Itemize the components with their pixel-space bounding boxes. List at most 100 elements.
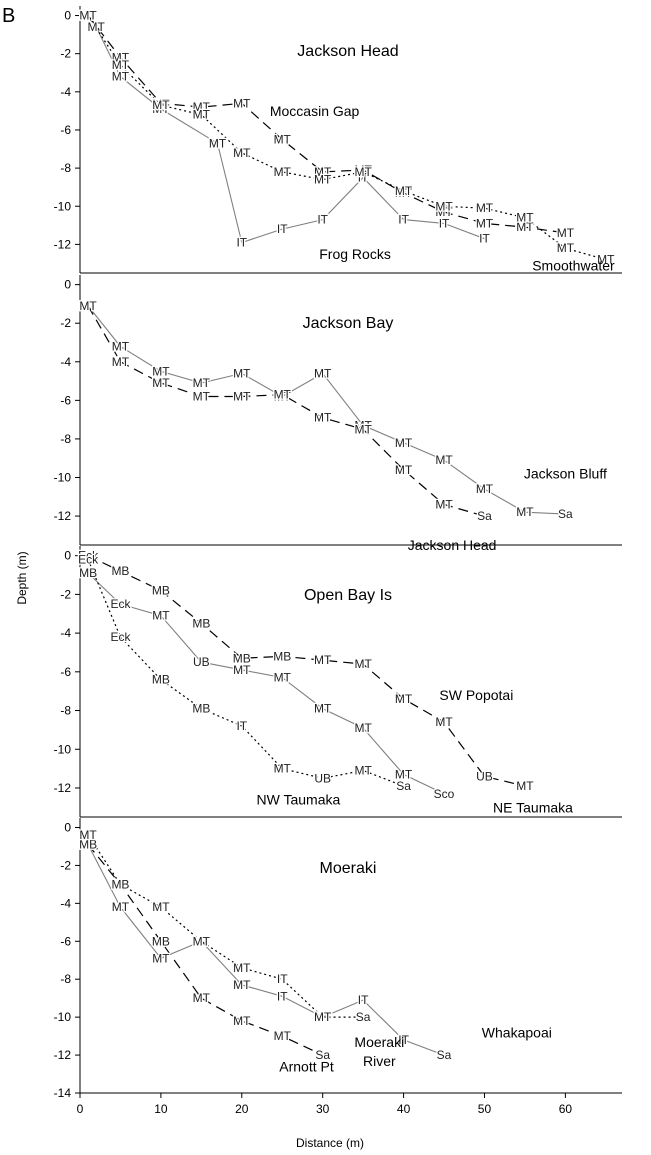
point-label: IT [236,235,247,249]
point-label: MT [395,767,413,781]
point-label: MT [435,498,453,512]
site-label: Frog Rocks [319,246,391,262]
point-label: IT [439,216,450,230]
point-label: IT [277,972,288,986]
point-label: MT [314,1010,332,1024]
point-label: MT [233,978,251,992]
point-label: MT [79,9,97,23]
point-label: MT [557,241,575,255]
point-label: IT [398,213,409,227]
series-line-dashed [87,15,566,234]
point-label: Eck [110,630,131,644]
series-line-dotted [87,834,364,1018]
point-label: MB [192,702,210,716]
y-tick-label: -8 [60,432,71,446]
site-label: Moeraki [354,1034,404,1050]
point-label: MT [79,9,97,23]
point-label: MT [395,436,413,450]
point-label: MT [112,70,130,84]
site-label: Whakapoai [482,1024,552,1040]
site-label: NE Taumaka [493,799,573,815]
point-label: MT [274,390,292,404]
site-label: Smoothwater [532,257,615,273]
point-label: MT [79,9,97,23]
y-tick-label: -10 [54,471,72,485]
y-tick-label: -4 [60,626,71,640]
point-label: Sa [437,1048,452,1062]
point-label: MT [516,211,534,225]
point-label: MT [88,20,106,34]
point-label: MT [274,762,292,776]
x-tick-label: 60 [559,1102,573,1116]
point-label: UB [193,655,210,669]
point-label: Sa [477,509,492,523]
point-label: MT [314,702,332,716]
panel-title: Moeraki [320,860,377,877]
series-line-solid [87,15,485,244]
y-tick-label: -2 [60,47,71,61]
point-label: MT [79,299,97,313]
point-label: MT [354,764,372,778]
x-axis-title: Distance (m) [296,1136,364,1150]
point-label: MT [152,951,170,965]
point-label: MT [476,201,494,215]
site-label: Jackson Bluff [524,466,607,482]
point-label: MT [314,1010,332,1024]
point-label: MT [152,364,170,378]
y-tick-label: 0 [64,549,71,563]
series-line-dashed [87,555,526,787]
point-label: MT [112,339,130,353]
panel-title: Jackson Head [297,43,398,60]
point-label: Sa [356,1010,371,1024]
series-line-solid [87,844,445,1056]
point-label: MT [152,102,170,116]
point-label: MT [354,163,372,177]
y-tick-label: -6 [60,123,71,137]
point-label: IT [358,171,369,185]
y-tick-label: -2 [60,858,71,872]
point-label: Eck [78,553,99,567]
point-label: Sa [558,507,573,521]
y-axis-title: Depth (m) [15,551,29,604]
point-label: MT [516,505,534,519]
panel-title: Open Bay Is [304,587,392,604]
series-line-solid [87,572,445,795]
point-label: MT [435,199,453,213]
point-label: MT [597,253,615,267]
point-label: MT [193,108,211,122]
site-label: River [363,1053,396,1069]
y-tick-label: -10 [54,742,72,756]
point-label: IT [479,232,490,246]
y-tick-label: -2 [60,587,71,601]
point-label: MT [112,58,130,72]
y-tick-label: -12 [54,1048,72,1062]
y-tick-label: 0 [64,820,71,834]
point-label: MB [111,877,129,891]
point-label: MT [152,96,170,110]
point-label: MT [233,390,251,404]
point-label: MB [192,616,210,630]
point-label: MT [354,721,372,735]
point-label: IT [277,222,288,236]
point-label: IT [236,719,247,733]
point-label: MT [274,671,292,685]
y-tick-label: -10 [54,199,72,213]
point-label: MB [152,584,170,598]
point-label: MT [516,779,534,793]
panel-title: Jackson Bay [303,315,394,332]
point-label: MT [274,1029,292,1043]
panel-4: 0 -2 -4 -6 -8 -10 -12 -14 0 10 20 30 40 50 60 Moeraki MB… [54,818,622,1116]
point-label: MT [435,453,453,467]
y-tick-label: -10 [54,1010,72,1024]
point-label: MT [274,133,292,147]
point-label: MB [79,838,97,852]
point-label: MT [233,961,251,975]
y-tick-label: -8 [60,972,71,986]
y-tick-label: -4 [60,355,71,369]
point-label: Eck [78,549,99,563]
point-label: MB [79,566,97,580]
